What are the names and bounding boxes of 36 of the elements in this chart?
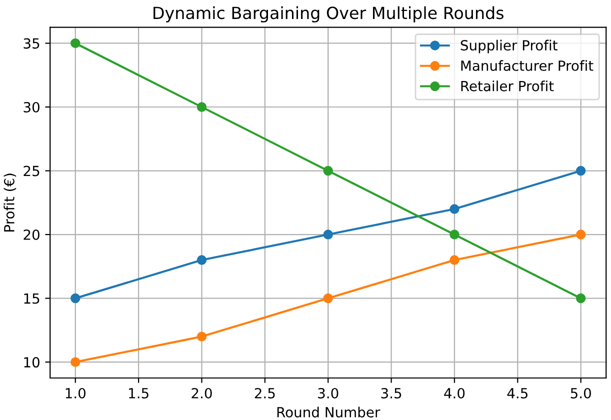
point: [576, 230, 586, 240]
y-tick-label: 30: [24, 102, 40, 112]
x-tick-label: 2.5: [254, 388, 275, 398]
x-tick-label: 4.5: [507, 388, 528, 398]
point: [450, 204, 460, 214]
point: [576, 293, 586, 304]
legend-label: Manufacturer Profit: [461, 60, 594, 71]
point: [323, 166, 333, 176]
point: [70, 357, 80, 367]
x-tick-label: 5.0: [570, 388, 591, 398]
point: [196, 102, 207, 112]
y-tick-label: 20: [24, 230, 40, 240]
point: [196, 332, 207, 342]
point: [196, 255, 207, 265]
x-axis-title: Round Number: [277, 406, 380, 418]
legend-label: Supplier Profit: [460, 40, 558, 54]
y-tick-label: 35: [24, 38, 40, 49]
point: [70, 38, 80, 48]
x-tick-label: 3.0: [318, 388, 338, 398]
x-tick-label: 1.5: [129, 388, 148, 398]
x-tick-label: 4.0: [444, 388, 465, 398]
point: [576, 166, 586, 176]
y-tick-label: 25: [24, 166, 40, 176]
x-tick-label: 1.0: [66, 388, 86, 398]
y-tick-label: 10: [24, 357, 40, 368]
point: [450, 255, 460, 265]
y-tick-label: 15: [24, 293, 40, 304]
point: [450, 230, 460, 240]
point: [70, 293, 80, 304]
point: [323, 230, 333, 240]
chart-title: Dynamic Bargaining Over Multiple Rounds: [154, 6, 504, 22]
y-axis-title: Profit (€): [4, 174, 16, 232]
point: [323, 293, 333, 304]
x-tick-label: 3.5: [381, 388, 402, 398]
x-tick-label: 2.0: [192, 388, 212, 398]
legend-label: Retailer Profit: [461, 80, 554, 92]
